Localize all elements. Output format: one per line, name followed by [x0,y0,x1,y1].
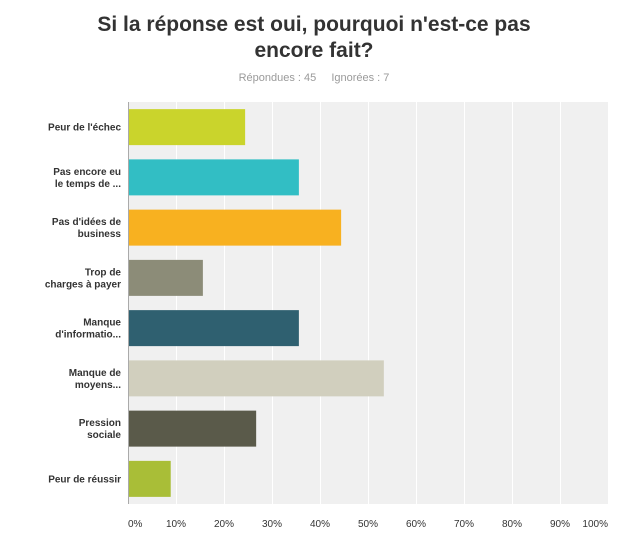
category-label: Trop de [85,267,122,278]
category-label: sociale [87,430,121,441]
x-tick-label: 70% [454,519,474,530]
bar [129,460,171,497]
category-label: d'informatio... [55,330,121,341]
ignored-count: Ignorées : 7 [331,72,390,84]
x-tick-label: 30% [262,519,282,530]
chart-title-line-1: Si la réponse est oui, pourquoi n'est-ce… [97,13,531,36]
x-tick-label: 10% [166,519,186,530]
category-label: Manque de [69,368,122,379]
x-tick-label: 50% [358,519,378,530]
x-tick-label: 60% [406,519,426,530]
category-label: le temps de ... [55,179,121,190]
x-tick-label: 20% [214,519,234,530]
bar [129,410,257,447]
x-tick-label: 80% [502,519,522,530]
category-label: Pas d'idées de [52,217,122,228]
answered-count: Répondues : 45 [238,72,317,84]
x-tick-label: 40% [310,519,330,530]
category-label: Peur de l'échec [48,123,121,134]
category-label: business [78,229,122,240]
bar [129,159,299,196]
chart-title: Si la réponse est oui, pourquoi n'est-ce… [0,12,628,64]
category-label: Manque [83,318,121,329]
bar [129,109,246,146]
bar [129,259,203,296]
x-tick-label: 100% [582,519,608,530]
response-stats: Répondues : 45 Ignorées : 7 [0,72,628,84]
category-label: charges à payer [45,279,121,290]
bar [129,310,299,347]
bar [129,360,384,397]
chart-title-line-2: encore fait? [254,39,374,62]
category-label: Pas encore eu [53,167,121,178]
x-tick-label: 90% [550,519,570,530]
x-tick-label: 0% [128,519,143,530]
category-label: Pression [79,418,121,429]
category-label: Peur de réussir [48,474,121,485]
bar [129,209,342,246]
category-label: moyens... [75,380,121,391]
